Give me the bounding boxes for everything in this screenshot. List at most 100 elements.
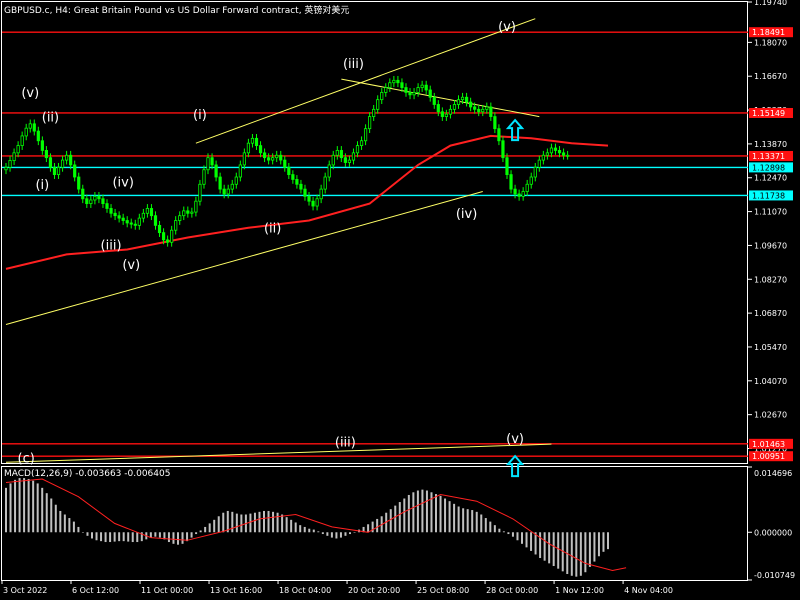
macd-bar xyxy=(308,528,311,533)
candle-body xyxy=(262,152,267,159)
wave-label: (iii) xyxy=(101,239,122,254)
candle-body xyxy=(254,137,259,146)
macd-bar xyxy=(407,494,410,533)
level-tag xyxy=(749,150,793,161)
macd-bar xyxy=(394,505,397,533)
candle-body xyxy=(28,123,32,129)
candle-body xyxy=(452,104,457,110)
candle-body xyxy=(489,106,493,117)
candle-body xyxy=(149,208,154,217)
candle-body xyxy=(307,195,311,202)
macd-indicator-label: MACD(12,26,9) -0.003663 -0.006405 xyxy=(4,469,171,479)
macd-bar xyxy=(421,489,424,533)
candle-body xyxy=(517,193,521,197)
wave-label: (iv) xyxy=(456,207,477,222)
candle-body xyxy=(20,135,24,146)
trendline xyxy=(5,191,483,325)
trendline xyxy=(341,78,540,118)
candle-body xyxy=(133,223,137,226)
macd-bar xyxy=(186,532,189,542)
trendline xyxy=(5,443,552,463)
candle-body xyxy=(85,198,89,205)
candle-body xyxy=(32,123,36,132)
candle-body xyxy=(182,210,186,217)
candle-body xyxy=(101,198,105,205)
macd-tick-label: 0.014696 xyxy=(754,469,792,478)
macd-bar xyxy=(299,525,302,533)
macd-bar xyxy=(190,532,193,538)
macd-bar xyxy=(607,532,609,550)
candle-body xyxy=(347,159,352,163)
time-tick-label: 18 Oct 04:00 xyxy=(279,586,331,595)
macd-bar xyxy=(86,532,89,536)
price-tick-label: 1.16670 xyxy=(754,72,787,81)
macd-bar xyxy=(149,532,152,538)
candle-body xyxy=(109,208,113,214)
candle-body xyxy=(355,145,360,154)
price-tick-label: 1.13870 xyxy=(754,140,787,149)
candle-body xyxy=(166,239,170,243)
candle-body xyxy=(258,145,263,154)
candle-body xyxy=(549,147,554,154)
macd-bar xyxy=(552,532,555,567)
macd-panel xyxy=(1,466,748,581)
macd-bar xyxy=(27,478,30,533)
macd-signal-line xyxy=(5,478,627,572)
macd-bar xyxy=(68,518,71,533)
candle-body xyxy=(170,229,174,243)
price-tick-label: 1.06870 xyxy=(754,309,787,318)
candle-body xyxy=(448,108,453,115)
candle-body xyxy=(444,113,448,117)
macd-bar xyxy=(430,492,433,533)
level-tag-label: 1.15149 xyxy=(752,109,785,118)
candle-body xyxy=(190,211,194,214)
macd-bar xyxy=(158,532,161,538)
candle-body xyxy=(178,215,182,221)
candle-body xyxy=(521,191,525,197)
macd-bar xyxy=(330,532,333,538)
candle-body xyxy=(56,166,61,176)
macd-bar xyxy=(127,532,130,542)
wave-label: (i) xyxy=(193,108,207,123)
macd-tick-label: -0.010749 xyxy=(754,571,795,580)
time-tick-label: 28 Oct 00:00 xyxy=(486,586,538,595)
time-axis: 3 Oct 2022 6 Oct 12:00 11 Oct 00:00 13 Oct … xyxy=(1,580,673,595)
level-tag xyxy=(749,27,793,38)
candle-body xyxy=(291,174,295,180)
candle-body xyxy=(48,157,53,168)
macd-bar xyxy=(376,518,379,533)
macd-bar xyxy=(507,532,510,535)
macd-bar xyxy=(95,532,98,541)
candle-body xyxy=(529,176,533,185)
candle-body xyxy=(501,140,505,159)
candle-body xyxy=(311,200,315,207)
macd-bar xyxy=(204,526,207,533)
candle-body xyxy=(424,84,428,91)
candle-body xyxy=(194,200,198,213)
macd-bar xyxy=(177,532,179,545)
candle-body xyxy=(460,96,465,101)
macd-bar xyxy=(163,532,166,540)
macd-bar xyxy=(213,519,216,533)
up-arrow-icon xyxy=(505,118,525,142)
candle-body xyxy=(226,188,230,195)
candle-body xyxy=(363,128,368,142)
candle-body xyxy=(335,150,339,156)
candle-body xyxy=(198,183,202,202)
price-panel-border xyxy=(1,1,748,464)
wave-label: (c) xyxy=(18,451,35,466)
candles xyxy=(4,75,570,247)
price-tick-label: 1.05470 xyxy=(754,343,787,352)
candle-body xyxy=(392,79,396,84)
macd-bar xyxy=(113,532,116,542)
macd-bar xyxy=(81,532,84,533)
level-tag xyxy=(749,107,793,118)
macd-bar xyxy=(59,510,62,533)
candle-body xyxy=(275,154,279,159)
candle-body xyxy=(561,152,566,156)
macd-bar xyxy=(267,510,270,533)
macd-bar xyxy=(498,528,501,533)
macd-bar xyxy=(448,501,451,533)
